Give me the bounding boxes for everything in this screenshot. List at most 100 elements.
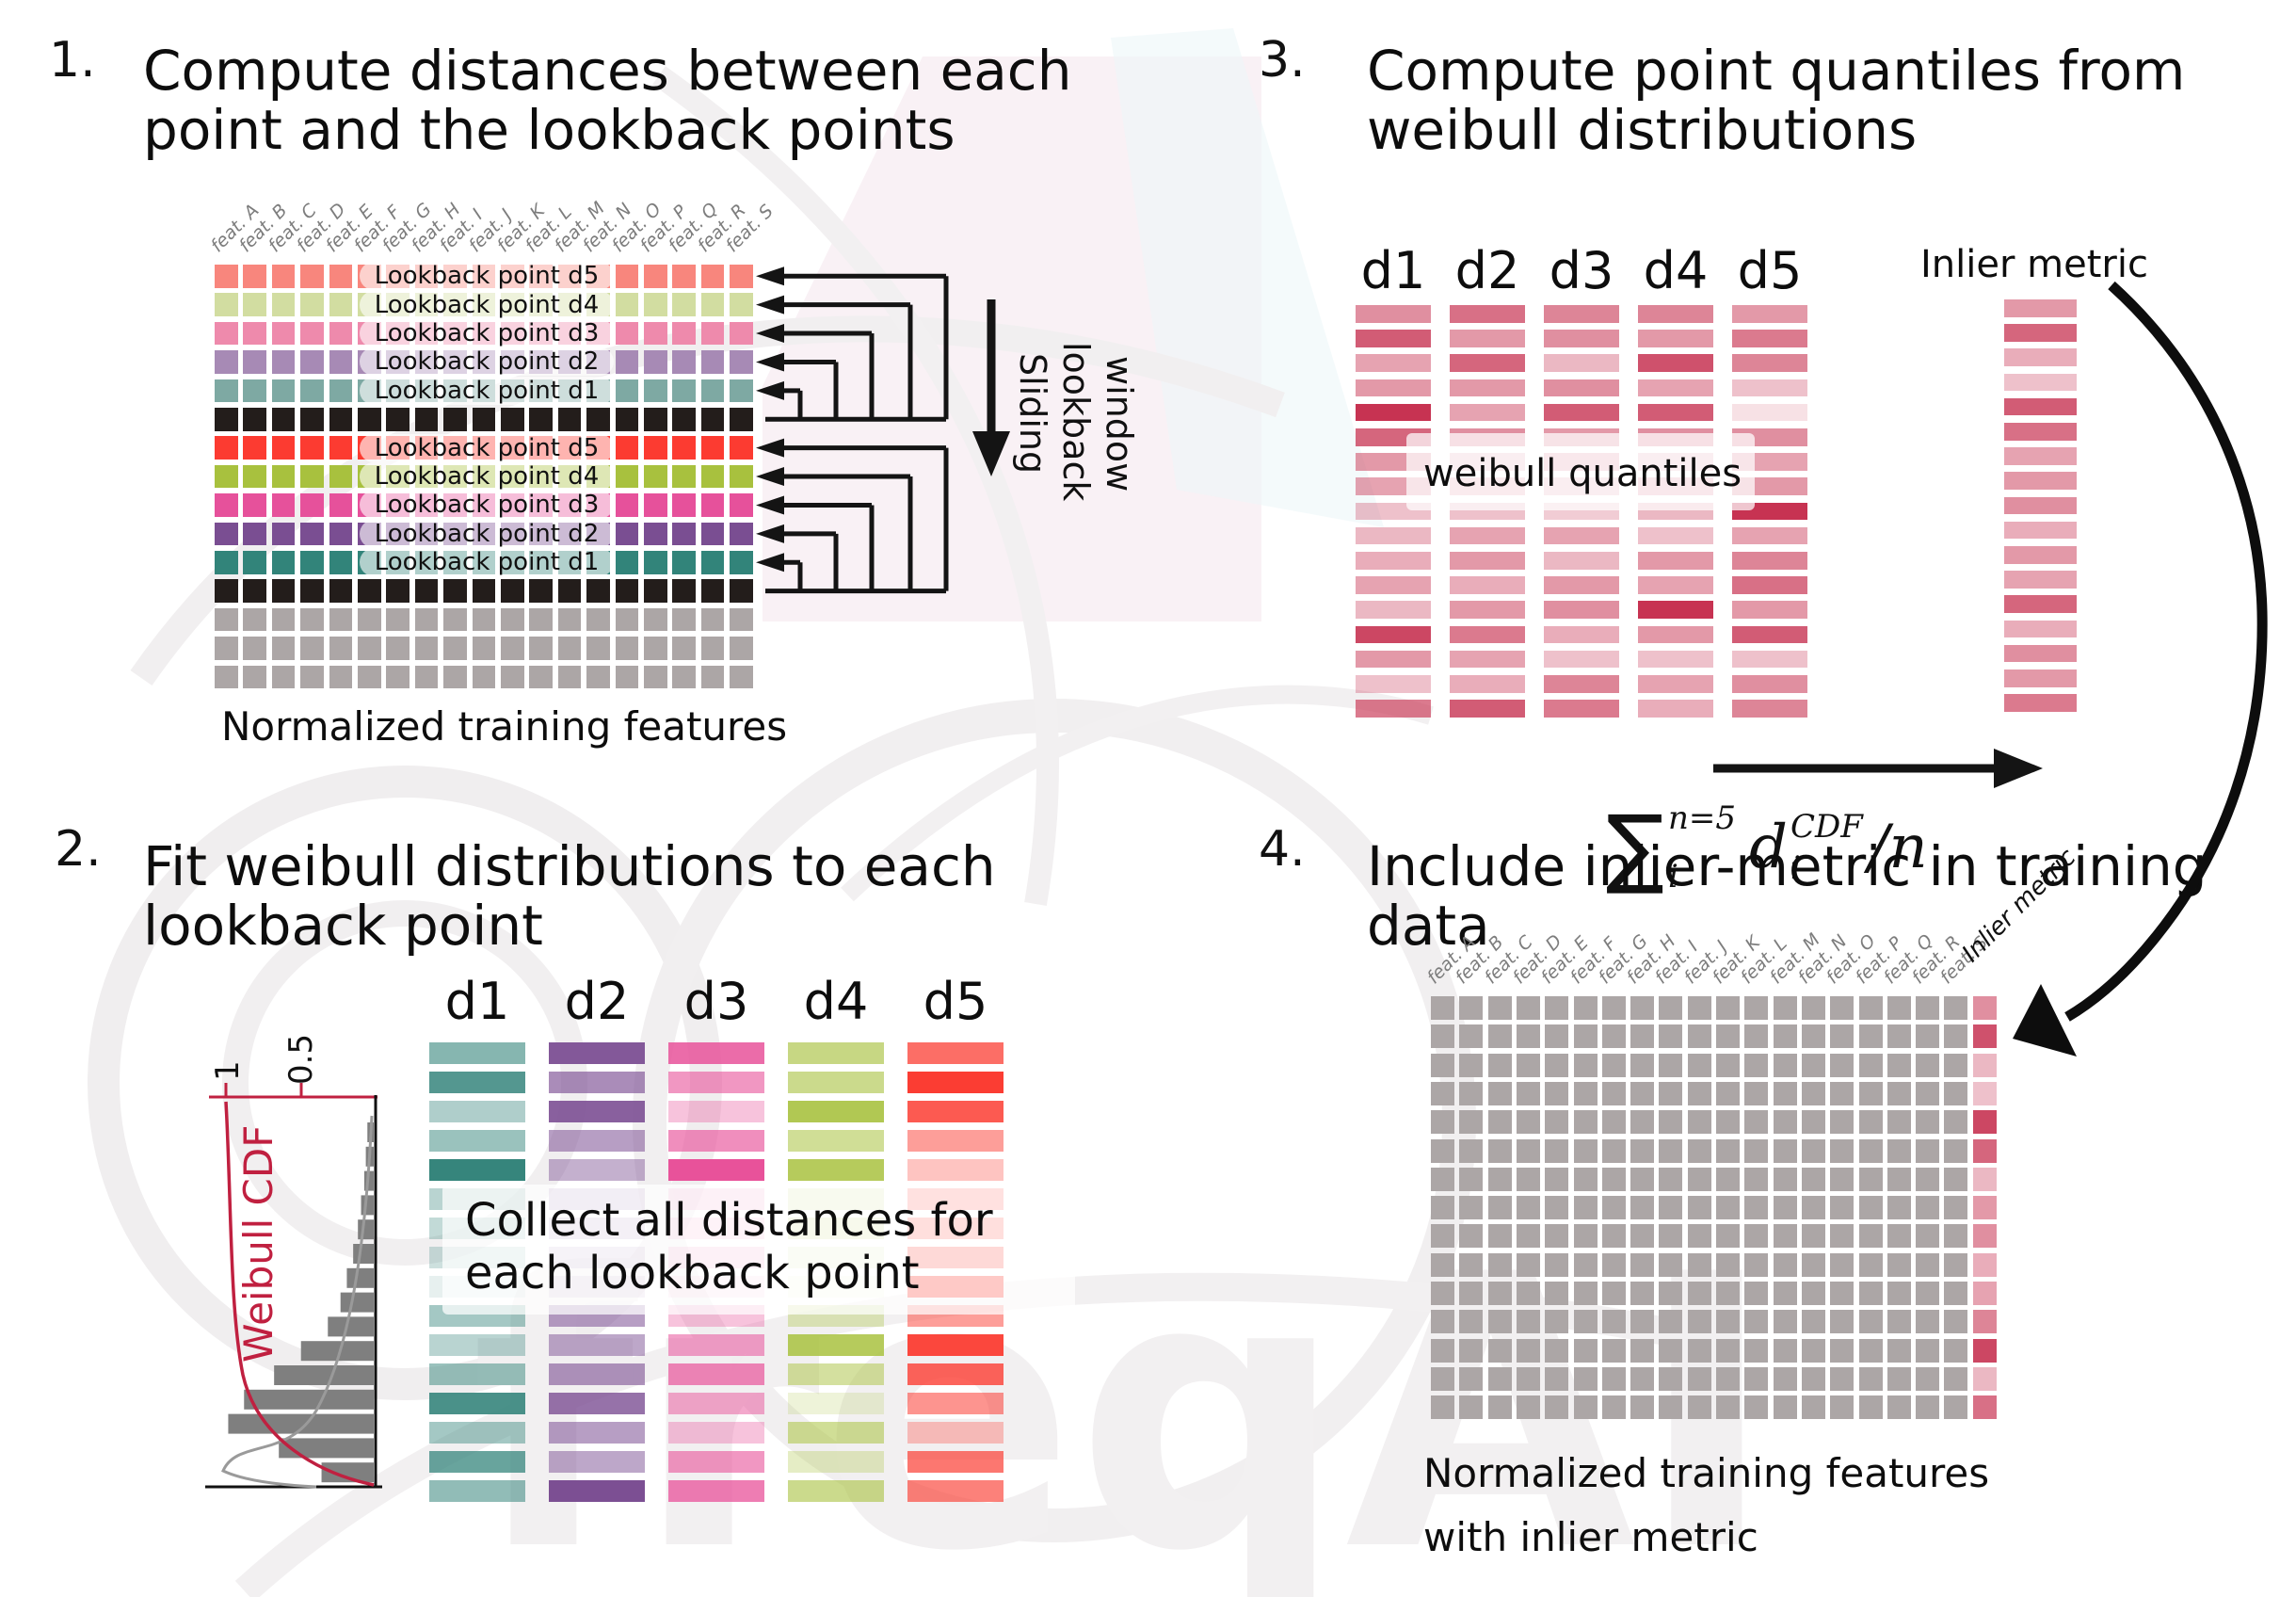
training-feature-square [1687, 996, 1711, 1020]
step2-column-label: d5 [923, 972, 988, 1031]
feature-square [615, 350, 639, 374]
quantile-bar [1544, 379, 1619, 397]
feature-square [215, 607, 238, 632]
training-feature-square [1801, 1310, 1825, 1334]
feature-square [557, 579, 582, 603]
training-feature-square [1545, 1282, 1569, 1305]
training-feature-square [1601, 996, 1626, 1020]
quantile-bar [1732, 552, 1807, 570]
training-feature-square [1573, 1138, 1598, 1163]
quantile-bar [1732, 526, 1807, 545]
training-feature-square [1431, 1224, 1454, 1249]
feature-square [215, 436, 238, 460]
training-feature-square [1431, 1081, 1454, 1105]
training-feature-square [1601, 1167, 1626, 1191]
quantile-bar [1450, 650, 1525, 669]
quantile-bar [1450, 403, 1525, 422]
feature-square [644, 522, 667, 546]
feature-square [472, 408, 496, 431]
training-feature-square [1858, 1081, 1883, 1105]
training-feature-square [1830, 1138, 1854, 1163]
feature-square [329, 579, 353, 603]
training-feature-square [1744, 1196, 1769, 1220]
distance-bar [429, 1130, 525, 1152]
feature-square [644, 321, 667, 346]
training-feature-square [1716, 1395, 1740, 1420]
distance-bar [549, 1159, 645, 1181]
feature-square [271, 350, 296, 374]
inlier-metric-bar [2004, 496, 2077, 515]
feature-square [243, 551, 266, 574]
training-feature-square [1830, 1366, 1854, 1391]
training-feature-square [1573, 996, 1598, 1020]
feature-square [644, 551, 667, 574]
feature-square [672, 522, 696, 546]
feature-square [529, 665, 553, 689]
feature-square [243, 493, 266, 517]
feature-square [215, 408, 238, 431]
feature-square [358, 408, 381, 431]
training-feature-square [1744, 1167, 1769, 1191]
feature-square [300, 551, 324, 574]
training-feature-square [1516, 1282, 1540, 1305]
training-feature-square [1858, 1366, 1883, 1391]
training-feature-square [1659, 1138, 1683, 1163]
inlier-metric-bar [2004, 348, 2077, 366]
training-feature-square [1573, 1310, 1598, 1334]
sum-lower-limit: i [1668, 858, 1678, 895]
training-feature-square [1916, 1167, 1940, 1191]
feature-square [271, 579, 296, 603]
feature-square [615, 436, 639, 460]
feature-square [730, 293, 753, 316]
feature-square [644, 665, 667, 689]
feature-square [243, 408, 266, 431]
feature-square [300, 522, 324, 546]
training-feature-square [1687, 1167, 1711, 1191]
step3-column-label: d5 [1737, 241, 1803, 300]
training-feature-square [1687, 1110, 1711, 1135]
training-feature-square [1773, 1110, 1797, 1135]
training-feature-square [1801, 1224, 1825, 1249]
feature-square [615, 551, 639, 574]
feature-square [529, 579, 553, 603]
feature-square [730, 551, 753, 574]
training-feature-square [1744, 996, 1769, 1020]
inlier-metric-bar [2004, 373, 2077, 392]
feature-square [215, 293, 238, 316]
feature-square [215, 522, 238, 546]
feature-square [672, 607, 696, 632]
training-feature-square [1716, 1366, 1740, 1391]
training-feature-square [1858, 1110, 1883, 1135]
feature-square [644, 293, 667, 316]
lookback-row-label: Lookback point d1 [360, 548, 614, 577]
feature-square [329, 464, 353, 489]
step3-column-label: d4 [1643, 241, 1709, 300]
quantile-bar [1544, 403, 1619, 422]
training-feature-square [1659, 1310, 1683, 1334]
training-feature-square [1716, 1167, 1740, 1191]
training-feature-square [1773, 1053, 1797, 1077]
quantile-bar [1356, 305, 1431, 323]
training-feature-square [1630, 1081, 1655, 1105]
feature-square [386, 637, 409, 660]
quantile-bar [1450, 354, 1525, 372]
training-feature-square [1744, 1252, 1769, 1277]
distance-bar [429, 1451, 525, 1473]
distance-bar [549, 1451, 645, 1473]
training-feature-square [1773, 1081, 1797, 1105]
distance-bar [788, 1393, 884, 1414]
distance-bar [668, 1480, 764, 1502]
training-feature-square [1916, 1224, 1940, 1249]
quantile-bar [1638, 576, 1713, 594]
quantile-bar [1732, 330, 1807, 347]
inlier-metric-square [1972, 996, 1997, 1020]
training-feature-square [1601, 1310, 1626, 1334]
quantile-bar [1544, 305, 1619, 323]
distance-bar [549, 1363, 645, 1385]
training-feature-square [1830, 1024, 1854, 1049]
training-feature-square [1487, 1282, 1512, 1305]
training-feature-square [1659, 1366, 1683, 1391]
feature-square [443, 637, 467, 660]
quantile-bar [1544, 625, 1619, 644]
training-feature-square [1573, 1366, 1598, 1391]
